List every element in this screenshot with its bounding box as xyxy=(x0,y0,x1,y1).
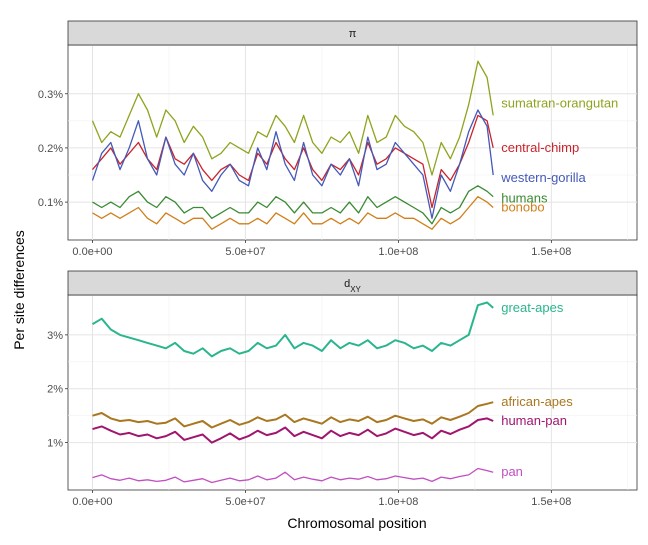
panel-2: 0.0e+00 5.0e+07 1.0e+08 1.5e+081%2%3%dXYgre… xyxy=(47,270,638,508)
plot-background xyxy=(67,294,638,491)
series-line-sumatran-orangutan xyxy=(91,60,494,176)
y-tick-label: 2% xyxy=(47,384,63,396)
series-line-humans xyxy=(92,185,494,225)
x-tick-label: 1.0e+08 xyxy=(378,246,418,258)
x-tick-label: 5.0e+07 xyxy=(225,246,265,258)
y-tick-label: 0.2% xyxy=(38,143,63,155)
x-tick-label: 0.0e+00 xyxy=(72,496,112,508)
y-axis-title: Per site differences xyxy=(11,230,27,350)
x-tick-label: 1.5e+08 xyxy=(531,496,571,508)
series-line-central-chimp xyxy=(92,114,494,209)
series-label-human-pan: human-pan xyxy=(501,413,567,428)
series-label-central-chimp: central-chimp xyxy=(501,140,579,155)
series-line-human-pan xyxy=(92,417,494,444)
series-line-bonobo xyxy=(92,196,494,230)
facet-strip xyxy=(67,20,638,46)
series-label-sumatran-orangutan: sumatran-orangutan xyxy=(501,95,618,110)
x-tick-label: 1.5e+08 xyxy=(531,246,571,258)
series-label-western-gorilla: western-gorilla xyxy=(500,170,586,185)
series-label-bonobo: bonobo xyxy=(501,200,544,215)
series-line-great-apes xyxy=(91,301,494,358)
x-axis-title: Chromosomal position xyxy=(287,515,426,531)
series-label-humans: humans xyxy=(501,191,548,206)
facet-strip-label: π xyxy=(349,28,357,40)
y-tick-label: 0.1% xyxy=(38,197,63,209)
y-tick-label: 0.3% xyxy=(38,89,63,101)
series-label-pan: pan xyxy=(501,464,523,479)
series-line-pan xyxy=(92,467,494,484)
plot-background xyxy=(67,44,638,241)
y-tick-label: 1% xyxy=(47,438,63,450)
series-line-western-gorilla xyxy=(91,109,494,219)
x-tick-label: 0.0e+00 xyxy=(72,246,112,258)
x-tick-label: 1.0e+08 xyxy=(378,496,418,508)
series-label-african-apes: african-apes xyxy=(501,394,573,409)
panel-1: 0.0e+00 5.0e+07 1.0e+08 1.5e+08 0.1% 0.2% 0.3%… xyxy=(38,20,638,258)
series-line-african-apes xyxy=(92,401,494,429)
facet-strip xyxy=(67,270,638,296)
y-tick-label: 3% xyxy=(47,330,63,342)
series-label-great-apes: great-apes xyxy=(501,300,564,315)
x-tick-label: 5.0e+07 xyxy=(225,496,265,508)
